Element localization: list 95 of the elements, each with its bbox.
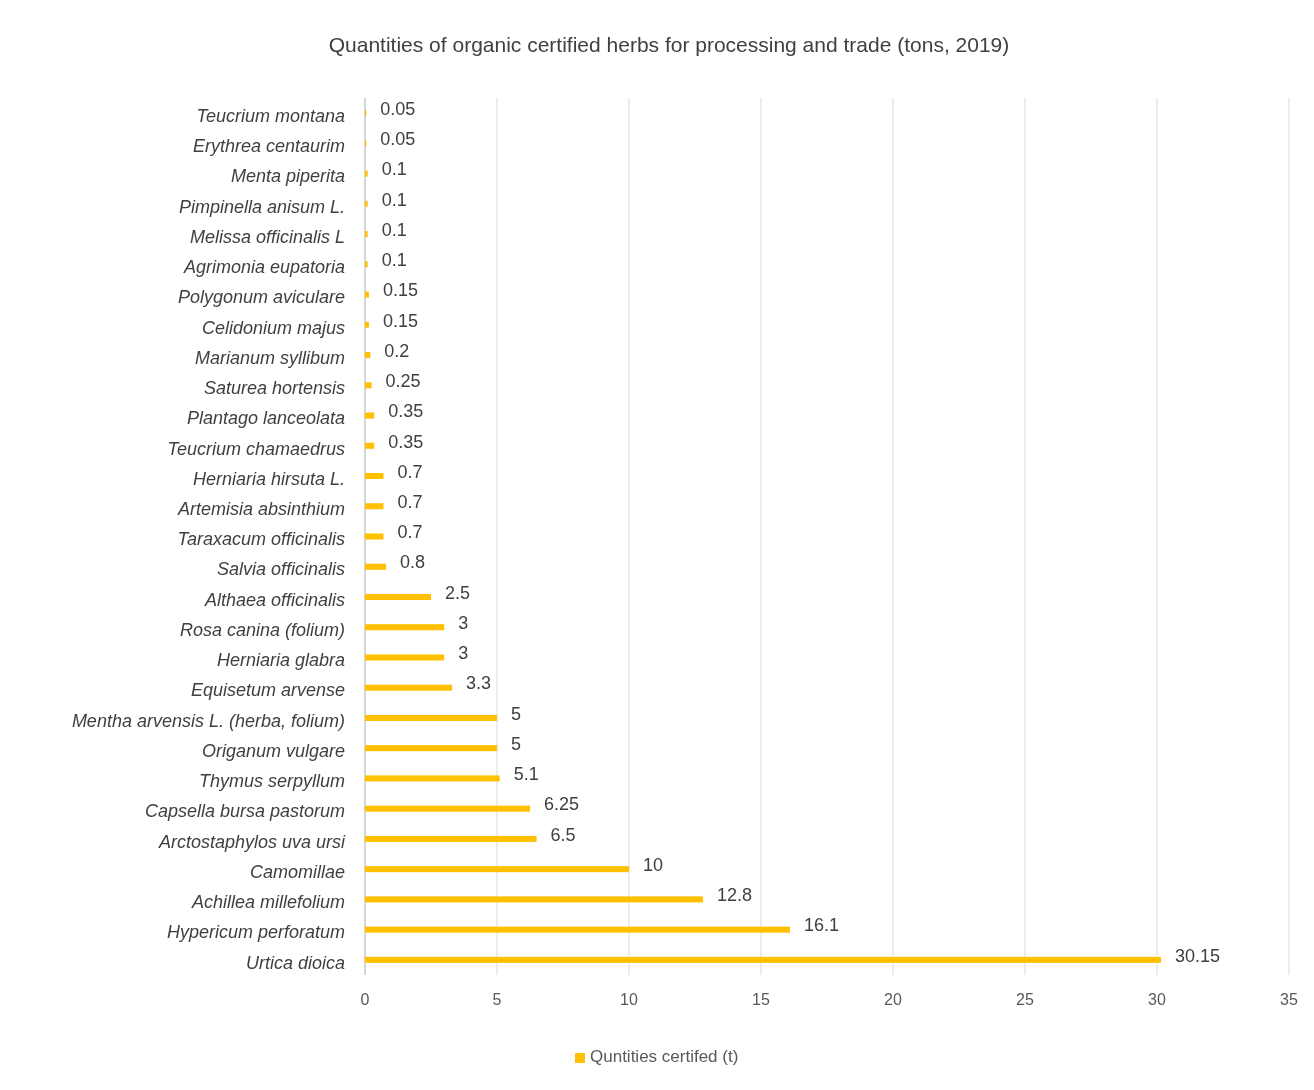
data-label: 0.25 bbox=[385, 371, 421, 392]
x-tick-label: 10 bbox=[620, 991, 638, 1008]
bar bbox=[365, 442, 375, 449]
x-tick-label: 35 bbox=[1280, 991, 1298, 1008]
data-label: 5.1 bbox=[513, 764, 539, 785]
y-tick-label: Rosa canina (folium) bbox=[179, 619, 345, 640]
bar bbox=[365, 563, 387, 570]
data-label: 0.05 bbox=[380, 129, 416, 150]
legend-label: Quntities certifed (t) bbox=[590, 1047, 739, 1067]
bar bbox=[365, 896, 703, 903]
data-label: 10 bbox=[643, 854, 664, 875]
y-tick-label: Marianum syllibum bbox=[194, 347, 345, 368]
bar bbox=[365, 714, 497, 721]
y-tick-label: Hypericum perforatum bbox=[166, 922, 345, 943]
data-label: 6.5 bbox=[550, 824, 576, 845]
bar bbox=[365, 382, 372, 389]
data-label: 0.2 bbox=[384, 340, 410, 361]
bar bbox=[365, 956, 1161, 963]
data-label: 0.1 bbox=[381, 189, 407, 210]
data-label: 5 bbox=[511, 703, 522, 724]
bar bbox=[365, 926, 791, 933]
data-label: 0.35 bbox=[388, 431, 424, 452]
x-tick-label: 0 bbox=[360, 991, 370, 1008]
data-label: 3.3 bbox=[466, 673, 492, 694]
y-tick-label: Plantago lanceolata bbox=[186, 408, 345, 429]
bar bbox=[365, 745, 497, 752]
y-tick-label: Melissa officinalis L bbox=[189, 226, 345, 247]
y-tick-label: Origanum vulgare bbox=[201, 740, 345, 761]
y-tick-label: Celidonium majus bbox=[201, 317, 345, 338]
y-tick-label: Achillea millefolium bbox=[190, 892, 345, 913]
data-label: 0.7 bbox=[397, 522, 423, 543]
y-tick-label: Herniaria glabra bbox=[216, 650, 345, 671]
data-label: 12.8 bbox=[716, 885, 752, 906]
x-tick-label: 25 bbox=[1016, 991, 1034, 1008]
y-tick-label: Teucrium chamaedrus bbox=[167, 438, 345, 459]
bar bbox=[365, 593, 431, 601]
bar bbox=[365, 412, 375, 419]
bar bbox=[365, 472, 384, 480]
data-label: 16.1 bbox=[804, 915, 840, 936]
bar bbox=[365, 231, 368, 238]
bar bbox=[365, 291, 369, 298]
bar bbox=[365, 775, 500, 782]
bar bbox=[365, 533, 384, 540]
y-tick-label: Taraxacum officinalis bbox=[177, 529, 345, 550]
y-tick-label: Polygonum aviculare bbox=[177, 287, 345, 308]
y-tick-label: Saturea hortensis bbox=[203, 378, 345, 399]
data-label: 0.1 bbox=[381, 219, 407, 240]
bar bbox=[365, 503, 384, 510]
x-tick-label: 20 bbox=[884, 991, 902, 1008]
y-tick-label: Althaea officinalis bbox=[203, 589, 345, 610]
y-tick-label: Equisetum arvense bbox=[190, 680, 345, 701]
bar bbox=[365, 321, 369, 328]
y-tick-label: Agrimonia eupatoria bbox=[182, 257, 345, 278]
y-tick-label: Urtica dioica bbox=[245, 952, 345, 973]
bar bbox=[365, 170, 368, 177]
y-tick-label: Erythrea centaurim bbox=[192, 136, 345, 157]
x-tick-label: 15 bbox=[752, 991, 770, 1008]
bar bbox=[365, 261, 368, 268]
data-label: 0.1 bbox=[381, 159, 407, 180]
y-tick-label: Mentha arvensis L. (herba, folium) bbox=[71, 710, 345, 731]
x-tick-label: 5 bbox=[492, 991, 502, 1008]
data-label: 5 bbox=[511, 733, 522, 754]
chart-title: Quantities of organic certified herbs for processing and trade (tons, 2019) bbox=[328, 33, 1010, 56]
bar bbox=[365, 352, 371, 359]
bar bbox=[365, 866, 629, 873]
y-tick-label: Herniaria hirsuta L. bbox=[192, 468, 345, 489]
bar bbox=[365, 200, 368, 207]
data-label: 0.05 bbox=[380, 98, 416, 119]
y-tick-label: Thymus serpyllum bbox=[198, 771, 345, 792]
data-label: 0.8 bbox=[400, 552, 426, 573]
data-label: 3 bbox=[458, 612, 469, 633]
y-tick-label: Artemisia absinthium bbox=[176, 499, 346, 520]
data-label: 2.5 bbox=[445, 582, 471, 603]
y-tick-label: Capsella bursa pastorum bbox=[144, 801, 345, 822]
data-label: 0.7 bbox=[397, 492, 423, 513]
y-tick-label: Pimpinella anisum L. bbox=[178, 196, 345, 217]
data-label: 0.15 bbox=[382, 280, 419, 301]
data-label: 6.25 bbox=[544, 794, 580, 815]
bar bbox=[365, 684, 453, 691]
data-label: 0.1 bbox=[381, 250, 407, 271]
x-tick-label: 30 bbox=[1148, 991, 1166, 1008]
y-tick-label: Menta piperita bbox=[230, 166, 345, 187]
data-label: 30.15 bbox=[1174, 945, 1221, 966]
bar bbox=[365, 805, 530, 812]
bar bbox=[365, 835, 537, 842]
y-tick-label: Arctostaphylos uva ursi bbox=[157, 831, 346, 852]
data-label: 0.7 bbox=[397, 461, 423, 482]
bar bbox=[365, 624, 445, 631]
data-label: 3 bbox=[458, 643, 469, 664]
y-tick-label: Camomillae bbox=[249, 861, 345, 882]
bar bbox=[365, 654, 445, 661]
y-tick-label: Salvia officinalis bbox=[216, 559, 345, 580]
y-tick-label: Teucrium montana bbox=[196, 105, 345, 126]
data-label: 0.15 bbox=[382, 310, 419, 331]
data-label: 0.35 bbox=[388, 401, 424, 422]
